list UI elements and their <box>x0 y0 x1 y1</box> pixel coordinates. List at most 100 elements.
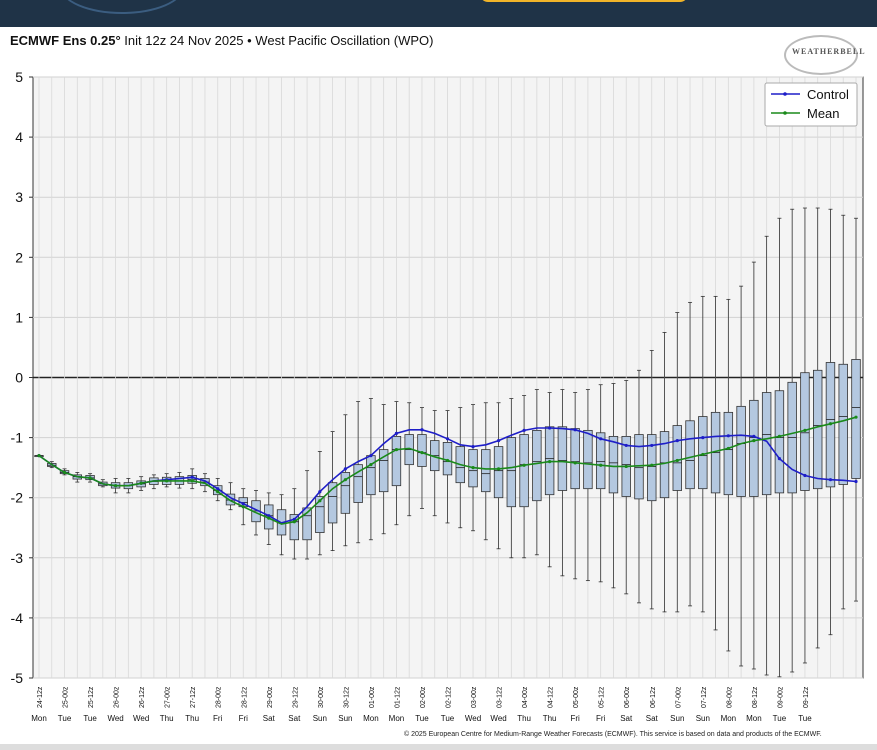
x-day-label: Sun <box>313 714 327 723</box>
box-iqr <box>417 434 427 467</box>
box-iqr <box>570 428 580 490</box>
x-day-label: Fri <box>596 714 606 723</box>
series-point-control <box>803 473 807 478</box>
x-day-label: Fri <box>570 714 580 723</box>
x-tick-label: 01-12z <box>394 686 401 708</box>
series-point-mean <box>675 458 679 463</box>
series-point-mean <box>522 463 526 467</box>
series-point-mean <box>854 415 858 419</box>
y-tick-label: 4 <box>15 129 23 145</box>
top-banner <box>0 0 877 27</box>
x-day-label: Wed <box>465 714 481 723</box>
x-tick-label: 30-12z <box>343 686 350 708</box>
series-point-control <box>573 428 577 432</box>
box-iqr <box>532 429 542 502</box>
box-plot <box>481 402 491 541</box>
series-point-mean <box>318 499 322 503</box>
box-iqr <box>519 434 529 508</box>
x-tick-label: 28-12z <box>241 686 248 708</box>
x-tick-label: 02-00z <box>420 686 427 708</box>
box-iqr <box>672 425 682 491</box>
y-tick-label: -3 <box>11 550 24 566</box>
box-iqr <box>481 449 491 493</box>
x-day-label: Tue <box>798 714 812 723</box>
x-day-label: Sun <box>696 714 710 723</box>
series-point-control <box>726 434 730 438</box>
x-day-label: Thu <box>543 714 557 723</box>
x-tick-label: 06-12z <box>650 686 657 708</box>
x-day-label: Sun <box>338 714 352 723</box>
box-plot <box>557 389 568 577</box>
y-tick-label: 1 <box>15 309 23 325</box>
x-day-label: Thu <box>160 714 174 723</box>
box-plot <box>685 301 695 607</box>
series-point-control <box>216 487 220 491</box>
x-tick-label: 29-12z <box>292 686 299 708</box>
logo-ring <box>784 35 858 75</box>
x-tick-label: 02-12z <box>446 686 453 708</box>
bottom-strip <box>0 744 877 750</box>
box-iqr <box>493 446 504 499</box>
series-point-control <box>522 428 526 432</box>
series-point-control <box>394 431 399 435</box>
box-iqr <box>340 472 351 514</box>
series-point-mean <box>471 466 475 470</box>
series-point-mean <box>548 460 552 464</box>
x-day-label: Mon <box>389 714 405 723</box>
box-plot <box>838 214 848 610</box>
series-point-control <box>343 467 347 471</box>
x-day-label: Mon <box>363 714 379 723</box>
y-tick-label: -5 <box>11 670 24 686</box>
series-point-mean <box>343 478 347 482</box>
y-tick-label: -2 <box>11 490 24 506</box>
series-point-mean <box>777 434 782 438</box>
box-iqr <box>851 359 861 479</box>
y-tick-label: 2 <box>15 249 23 265</box>
x-tick-label: 29-00z <box>267 686 274 708</box>
box-iqr <box>353 464 363 503</box>
x-tick-label: 09-00z <box>777 686 784 708</box>
box-iqr <box>838 363 848 485</box>
series-point-control <box>777 457 782 461</box>
x-day-label: Tue <box>773 714 787 723</box>
box-plot <box>327 431 338 551</box>
box-iqr <box>378 449 389 493</box>
series-point-control <box>369 454 373 458</box>
series-point-control <box>675 439 679 443</box>
x-day-label: Fri <box>239 714 249 723</box>
series-point-control <box>828 478 833 482</box>
box-iqr <box>391 435 402 487</box>
x-tick-label: 08-00z <box>726 686 733 708</box>
banner-arc-decoration <box>60 0 184 14</box>
x-tick-label: 27-00z <box>165 686 172 708</box>
x-tick-label: 04-12z <box>548 686 555 708</box>
box-plot <box>532 389 542 556</box>
chart-title-rest: Init 12z 24 Nov 2025 • West Pacific Osci… <box>120 33 434 48</box>
x-tick-label: 08-12z <box>752 686 759 708</box>
banner-button[interactable] <box>480 0 688 2</box>
series-point-mean <box>828 422 833 426</box>
series-point-mean <box>599 463 603 467</box>
x-day-label: Tue <box>441 714 455 723</box>
box-plot <box>391 401 402 526</box>
series-point-mean <box>726 446 730 451</box>
x-day-label: Sat <box>288 714 301 723</box>
x-day-label: Sat <box>620 714 633 723</box>
series-point-control <box>445 437 450 441</box>
series-point-mean <box>624 464 628 469</box>
ensemble-box-chart: 5 4 3 2 1 0 -1 -2 -3 -4 -5 24-12z Mon 25-00z Tue 25-12z… <box>11 69 864 723</box>
y-tick-label: -1 <box>11 430 24 446</box>
series-point-mean <box>445 458 450 463</box>
y-tick-label: -4 <box>11 610 24 626</box>
box-plot <box>595 384 606 583</box>
box-iqr <box>698 416 708 490</box>
legend-marker <box>783 92 787 96</box>
box-iqr <box>442 442 453 476</box>
x-day-label: Mon <box>31 714 47 723</box>
box-iqr <box>595 432 606 490</box>
box-plot <box>608 383 619 589</box>
series-point-control <box>471 445 475 449</box>
x-tick-label: 24-12z <box>37 686 44 708</box>
x-tick-label: 06-00z <box>624 686 631 708</box>
x-tick-label: 07-12z <box>701 686 708 708</box>
